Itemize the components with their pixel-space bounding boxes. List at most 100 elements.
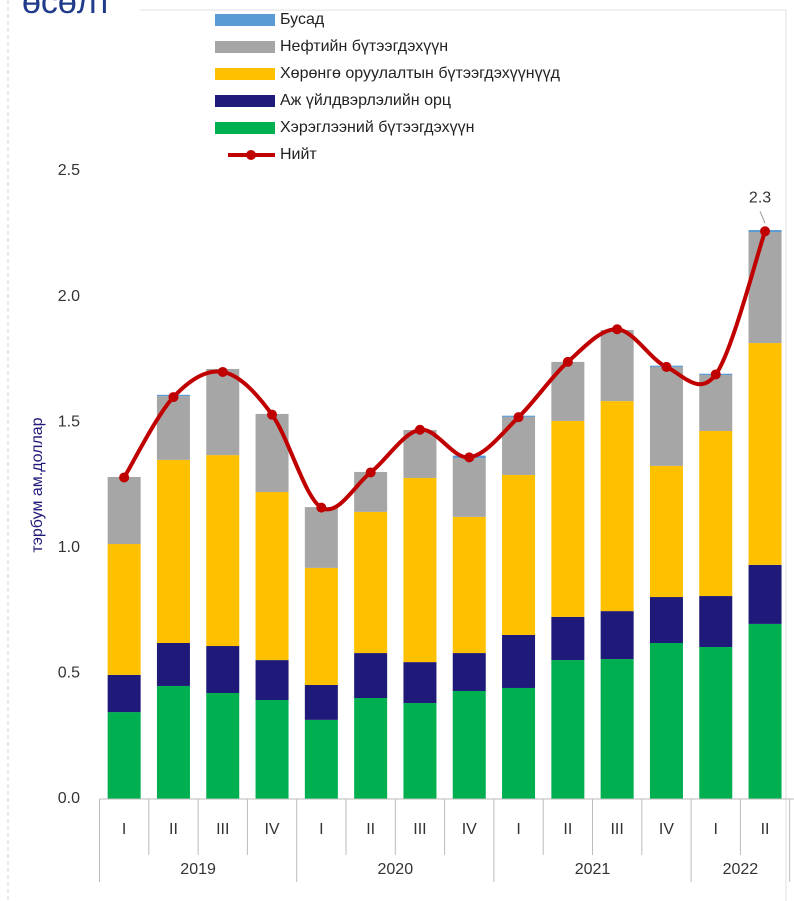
bar-segment	[452, 653, 486, 691]
legend-label: Нийт	[280, 146, 317, 163]
y-tick-label: 2.0	[58, 288, 80, 305]
x-tick-label: II	[761, 821, 770, 838]
total-marker	[513, 412, 524, 423]
x-tick-label: IV	[462, 821, 477, 838]
legend-label: Хөрөнгө оруулалтын бүтээгдэхүүнүүд	[280, 65, 561, 82]
legend-label: Нефтийн бүтээгдэхүүн	[280, 38, 448, 55]
total-marker	[760, 226, 771, 237]
bar-segment	[206, 455, 240, 647]
total-marker	[267, 409, 278, 420]
legend-label: Аж үйлдвэрлэлийн орц	[280, 92, 451, 109]
x-tick-label: III	[216, 821, 229, 838]
total-marker	[217, 366, 228, 377]
bar-segment	[600, 401, 634, 612]
bar-segment	[502, 687, 536, 799]
bar-segment	[156, 459, 190, 644]
bar-segment	[156, 396, 190, 460]
legend-swatch	[215, 95, 275, 107]
bar-segment	[354, 471, 388, 512]
bar-segment	[403, 703, 437, 799]
y-tick-label: 1.0	[58, 539, 80, 556]
x-tick-label: II	[563, 821, 572, 838]
bar-segment	[354, 698, 388, 799]
x-tick-label: I	[516, 821, 520, 838]
y-tick-label: 0.5	[58, 665, 80, 682]
legend-label: Бусад	[280, 11, 325, 28]
total-marker	[661, 361, 672, 372]
legend-swatch	[215, 14, 275, 26]
legend-marker	[246, 150, 256, 160]
bar-segment	[452, 458, 486, 517]
bar-segment	[452, 516, 486, 654]
bar-segment	[206, 368, 240, 456]
bar-segment	[748, 343, 782, 565]
legend-label: Хэрэглээний бүтээгдэхүүн	[280, 119, 474, 136]
bar-segment	[600, 659, 634, 799]
bar-segment	[255, 700, 289, 799]
total-marker	[119, 472, 130, 483]
y-axis-label: тэрбум ам.доллар	[29, 417, 46, 552]
x-tick-label: III	[610, 821, 623, 838]
x-tick-label: IV	[264, 821, 279, 838]
bar-segment	[156, 643, 190, 686]
bar-segment	[304, 719, 338, 799]
bar-segment	[107, 674, 141, 713]
total-marker	[168, 392, 179, 403]
bar-segment	[255, 492, 289, 661]
total-marker	[365, 467, 376, 478]
x-tick-label: II	[366, 821, 375, 838]
bar-segment	[304, 507, 338, 568]
data-label: 2.3	[749, 190, 771, 207]
bar-segment	[600, 611, 634, 660]
bar-segment	[649, 643, 683, 799]
legend: Бусад Нефтийн бүтээгдэхүүн Хөрөнгө оруулал…	[215, 11, 561, 163]
legend-swatch	[215, 68, 275, 80]
legend-swatch	[215, 122, 275, 134]
total-marker	[414, 424, 425, 435]
bar-segment	[748, 623, 782, 799]
bar-segment	[206, 692, 240, 799]
bar-segment	[403, 429, 437, 478]
total-marker	[464, 452, 475, 463]
y-tick-label: 2.5	[58, 162, 80, 179]
bar-segment	[699, 647, 733, 799]
bar-segment	[649, 366, 683, 466]
bar-segment	[649, 597, 683, 644]
bar-segment	[452, 690, 486, 799]
bar-segment	[748, 232, 782, 344]
bar-segment	[255, 413, 289, 493]
x-tick-label: I	[714, 821, 718, 838]
legend-swatch	[215, 41, 275, 53]
bar-segment	[107, 544, 141, 675]
bar-segment	[551, 420, 585, 617]
bar-segment	[403, 662, 437, 704]
bar-segment	[156, 685, 190, 799]
total-marker	[562, 356, 573, 367]
x-group-label: 2022	[723, 861, 759, 878]
bar-segment	[502, 416, 536, 475]
bar-segment	[502, 634, 536, 688]
bar-segment	[600, 330, 634, 402]
bar-segment	[304, 684, 338, 720]
x-tick-label: IV	[659, 821, 674, 838]
bar-segment	[551, 660, 585, 799]
x-group-label: 2019	[180, 861, 216, 878]
bar-segment	[699, 430, 733, 597]
bar-segment	[649, 465, 683, 598]
x-group-label: 2021	[575, 861, 611, 878]
bar-segment	[206, 646, 240, 693]
bar-segment	[107, 712, 141, 799]
x-tick-label: I	[122, 821, 126, 838]
bar-segment	[699, 596, 733, 648]
bar-segment	[354, 653, 388, 699]
total-marker	[612, 324, 623, 335]
chart-title: өсөлт	[22, 0, 112, 21]
bar-segment	[107, 476, 141, 545]
bar-segment	[255, 660, 289, 701]
bar-segment	[403, 477, 437, 663]
bar-segment	[502, 474, 536, 635]
x-group-label: 2020	[378, 861, 414, 878]
bar-segment	[748, 564, 782, 624]
bar-segment	[354, 511, 388, 654]
